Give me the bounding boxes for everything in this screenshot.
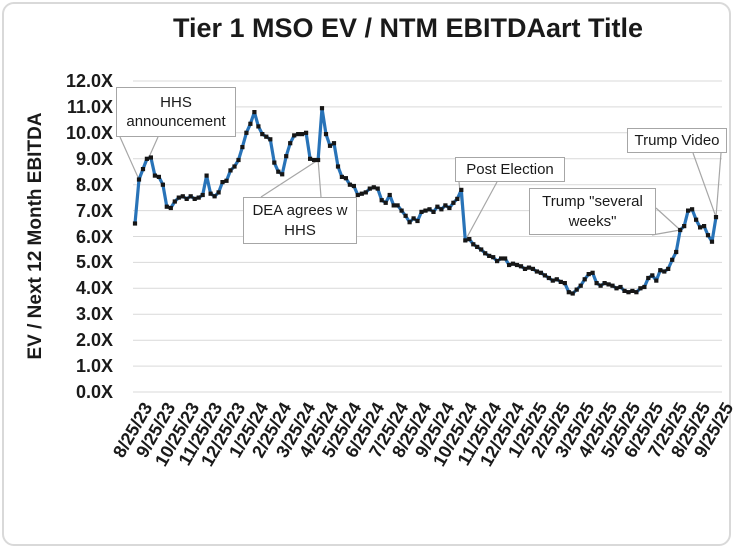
annotation-text: weeks" bbox=[568, 212, 617, 230]
y-axis-tick-label: 7.0X bbox=[75, 200, 113, 221]
annotation-text: Post Election bbox=[466, 160, 554, 178]
y-axis-tick-label: 4.0X bbox=[75, 278, 113, 299]
y-axis-tick-label: 11.0X bbox=[66, 96, 113, 117]
annotation-text: HHS bbox=[284, 221, 316, 239]
y-axis-tick-label: 6.0X bbox=[75, 226, 113, 247]
annotation-text: HHS bbox=[160, 93, 192, 111]
annotation-trump-video: Trump Video bbox=[627, 128, 727, 153]
annotation-post-election: Post Election bbox=[455, 157, 565, 182]
annotation-hhs-announcement: HHS announcement bbox=[116, 87, 236, 137]
y-axis-tick-label: 1.0X bbox=[75, 356, 113, 377]
annotation-text: Trump "several bbox=[542, 193, 643, 210]
annotation-text: DEA agrees w bbox=[252, 202, 348, 219]
y-axis-tick-label: 9.0X bbox=[75, 148, 113, 169]
y-axis-tick-label: 12.0X bbox=[65, 71, 113, 91]
chart-title: Tier 1 MSO EV / NTM EBITDAart Title bbox=[172, 13, 644, 43]
annotation-trump-several-weeks: Trump "several weeks" bbox=[529, 188, 656, 235]
annotation-text: Trump Video bbox=[634, 131, 720, 149]
y-axis-tick-label: 8.0X bbox=[75, 174, 113, 195]
annotation-dea-agrees-w-hhs: DEA agrees w HHS bbox=[243, 197, 357, 244]
y-axis-tick-label: 3.0X bbox=[75, 304, 113, 325]
y-axis-tick-label: 10.0X bbox=[65, 122, 113, 143]
data-point-markers bbox=[132, 106, 719, 296]
y-axis-tick-label: 0.0X bbox=[75, 382, 113, 402]
y-axis-tick-label: 5.0X bbox=[75, 252, 113, 273]
y-axis-title: EV / Next 12 Month EBITDA bbox=[25, 112, 46, 360]
y-axis-tick-label: 2.0X bbox=[75, 330, 113, 351]
gridlines bbox=[133, 80, 722, 393]
annotation-text: announcement bbox=[126, 113, 226, 130]
